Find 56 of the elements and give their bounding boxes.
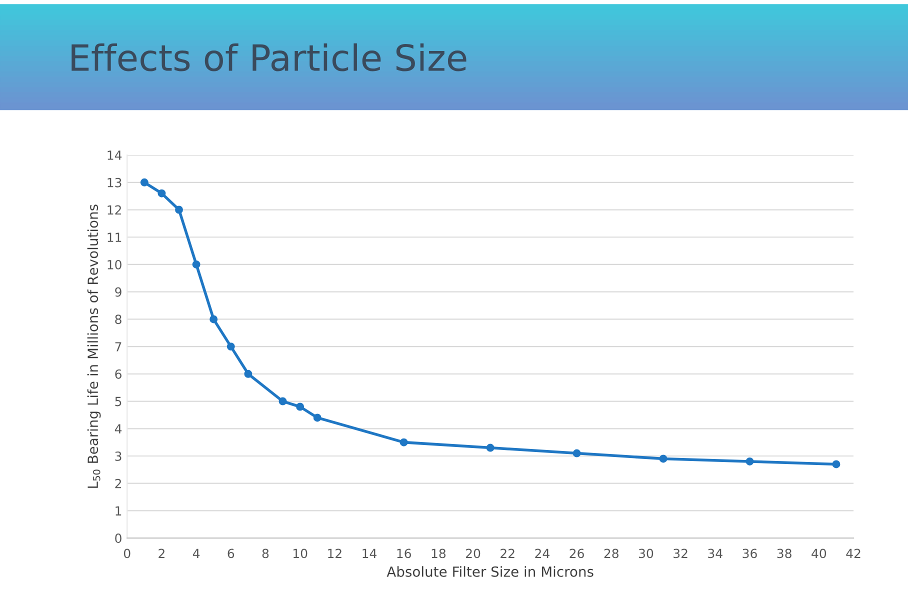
y-tick-label: 8 [115,314,122,324]
point [746,457,754,466]
x-tick-label: 0 [124,548,130,558]
y-tick-label: 5 [115,396,122,406]
x-tick-label: 30 [638,548,654,558]
x-tick-label: 32 [674,548,688,558]
point [832,460,840,468]
y-tick-label: 7 [115,342,122,352]
x-tick-label: 40 [812,548,826,558]
point [140,178,148,186]
x-tick-label: 28 [604,548,618,558]
x-tick-label: 16 [397,548,412,558]
x-tick-label: 18 [432,548,446,558]
y-tick-label: 11 [108,232,122,242]
x-tick-label: 26 [570,548,584,558]
chart-title: Effects of Particle Size [72,43,466,72]
x-tick-label: 20 [466,548,480,558]
y-tick-label: 14 [108,150,122,160]
point [226,342,235,351]
point [659,454,668,463]
x-tick-label: 6 [228,548,234,558]
x-tick-label: 38 [777,548,792,558]
y-tick-label: 10 [108,260,122,270]
y-tick-label: 6 [115,369,122,379]
y-tick-label: 12 [108,205,122,215]
x-tick-label: 8 [262,548,269,558]
x-tick-label: 2 [158,548,164,558]
point [572,449,581,458]
point [175,206,183,214]
point [192,260,200,268]
point [313,414,322,422]
x-tick-label: 12 [328,548,342,558]
point [400,438,408,446]
point [296,402,304,411]
y-tick-label: 9 [115,287,122,297]
x-tick-label: 22 [500,548,514,558]
point [158,189,166,198]
y-tick-label: 3 [115,451,122,461]
point [486,444,494,452]
y-axis-title: L$_{50}$ Bearing Life in Millions of Revolutions [87,204,101,488]
point [278,397,287,406]
point [244,370,252,378]
x-tick-label: 42 [846,548,860,558]
point [210,315,218,324]
x-tick-label: 14 [362,548,377,558]
x-tick-label: 36 [742,548,757,558]
x-tick-label: 4 [192,548,200,558]
y-tick-label: 1 [116,506,122,516]
y-tick-label: 13 [108,178,122,188]
x-tick-label: 24 [535,548,550,558]
y-tick-label: 4 [114,424,122,434]
x-tick-label: 10 [293,548,308,558]
y-tick-label: 0 [115,534,122,544]
x-axis-title: Absolute Filter Size in Microns [386,566,594,577]
x-tick-label: 34 [708,548,722,558]
y-tick-label: 2 [115,478,122,488]
